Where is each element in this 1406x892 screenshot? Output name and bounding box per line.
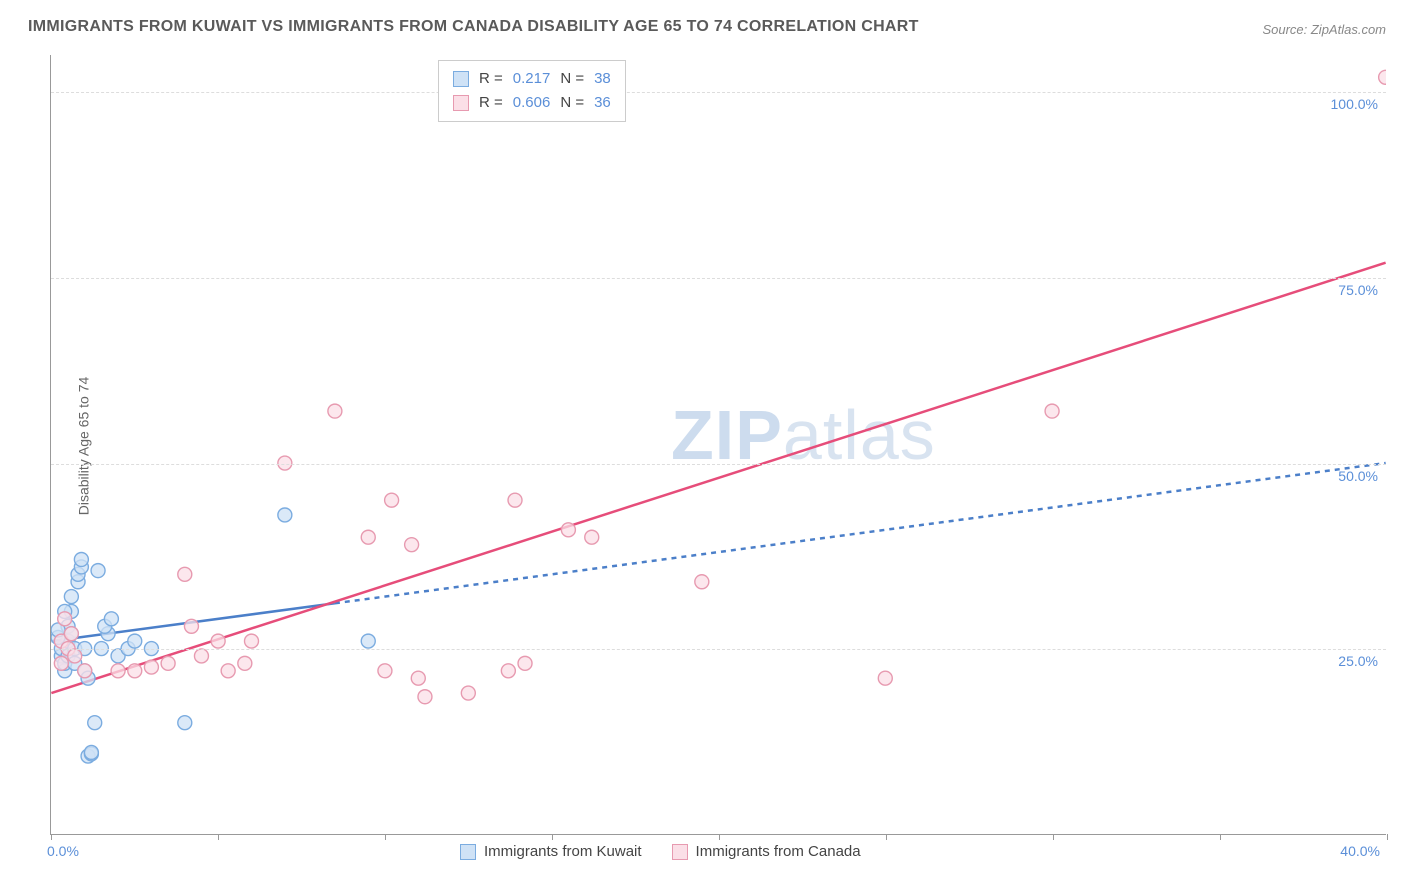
watermark-rest: atlas: [783, 396, 936, 474]
stats-legend-box: R = 0.217 N = 38 R = 0.606 N = 36: [438, 60, 626, 122]
watermark-bold: ZIP: [671, 396, 783, 474]
stats-r-label-2: R =: [479, 91, 503, 115]
stats-n-kuwait: 38: [594, 67, 611, 91]
chart-svg: [51, 55, 1386, 834]
source-attribution: Source: ZipAtlas.com: [1262, 22, 1386, 37]
stats-row-canada: R = 0.606 N = 36: [453, 91, 611, 115]
swatch-canada: [453, 95, 469, 111]
legend-item-canada: Immigrants from Canada: [672, 843, 861, 860]
chart-title: IMMIGRANTS FROM KUWAIT VS IMMIGRANTS FRO…: [28, 18, 919, 36]
stats-n-canada: 36: [594, 91, 611, 115]
legend-item-kuwait: Immigrants from Kuwait: [460, 843, 642, 860]
legend-swatch-canada: [672, 844, 688, 860]
plot-area: ZIPatlas 25.0%50.0%75.0%100.0%0.0%40.0%: [50, 55, 1386, 835]
stats-row-kuwait: R = 0.217 N = 38: [453, 67, 611, 91]
legend-label-kuwait: Immigrants from Kuwait: [484, 843, 642, 860]
swatch-kuwait: [453, 71, 469, 87]
stats-n-label-2: N =: [560, 91, 584, 115]
legend-swatch-kuwait: [460, 844, 476, 860]
stats-r-label: R =: [479, 67, 503, 91]
stats-n-label: N =: [560, 67, 584, 91]
legend-label-canada: Immigrants from Canada: [696, 843, 861, 860]
bottom-legend: Immigrants from Kuwait Immigrants from C…: [460, 843, 861, 860]
stats-r-canada: 0.606: [513, 91, 551, 115]
stats-r-kuwait: 0.217: [513, 67, 551, 91]
